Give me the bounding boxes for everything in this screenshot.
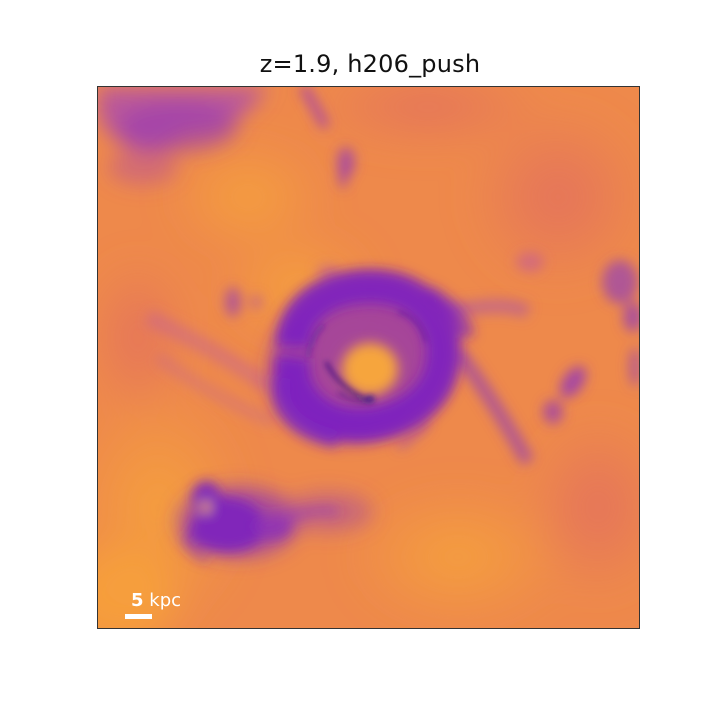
- scale-bar-value: 5: [131, 590, 144, 611]
- figure-title: z=1.9, h206_push: [259, 50, 481, 78]
- scale-bar-label: 5 kpc: [131, 590, 181, 611]
- scale-bar-unit: kpc: [149, 590, 182, 611]
- scale-bar: [125, 614, 152, 619]
- gas-projection-image: [98, 87, 639, 628]
- gas-map-panel: 5 kpc: [97, 86, 640, 629]
